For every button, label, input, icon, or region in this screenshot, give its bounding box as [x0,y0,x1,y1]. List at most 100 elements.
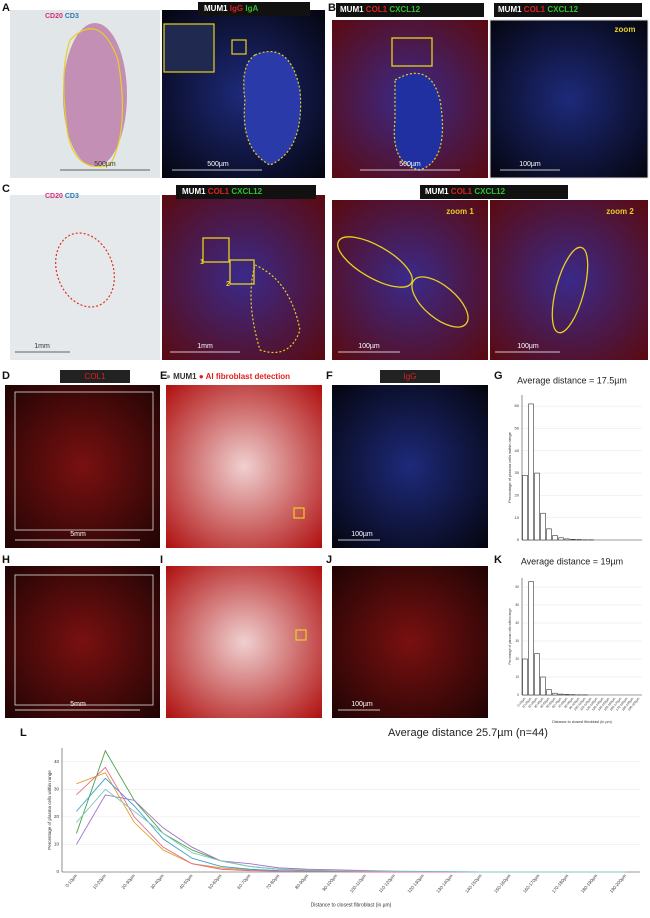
panel-label: L [20,727,27,739]
image [166,566,322,718]
inset-box [391,37,433,67]
outline [243,50,302,166]
legend-box [198,2,310,16]
x-tick-label: 10-20µm [521,696,532,709]
inset-box [231,39,247,55]
x-tick-label: 60-70µm [551,696,562,709]
panel-label: B [328,2,336,14]
bar [564,538,570,541]
image [332,200,488,360]
outline [411,276,469,328]
x-axis-label: Distance to closest fibroblast (in µm) [552,720,612,724]
legend: MUM1 IgG IgA [204,4,258,13]
legend: MUM1 COL1 CXCL12 [340,5,421,14]
image [332,566,488,718]
image [162,195,325,360]
y-tick-label: 10 [54,842,60,847]
series-line [76,777,626,873]
y-tick-label: 50 [515,426,520,431]
bar [552,535,558,541]
panel-label: E [160,370,167,382]
panel-label: G [494,370,503,382]
image [10,195,160,360]
y-tick-label: 40 [54,759,60,764]
scale-label: 5mm [70,531,86,538]
x-tick-label: 80-90µm [563,696,574,709]
y-tick-label: 40 [515,621,519,625]
series-line [76,772,626,873]
y-tick-label: 20 [515,492,520,497]
inset [163,23,215,73]
y-tick-label: 10 [515,515,520,520]
inset-box [202,237,230,263]
y-tick-label: 0 [517,537,520,542]
outline [393,72,444,171]
legend: MUM1 COL1 CXCL12 [498,5,579,14]
scale-label: 100µm [519,161,541,168]
bar [540,676,546,696]
x-tick-label: 30-40µm [533,696,544,709]
scale-label: 500µm [399,161,421,168]
legend: CD20 CD3 [45,193,79,200]
x-tick-label: 140-150µm [464,873,483,894]
x-tick-label: 0-10µm [516,696,526,707]
box-label: 1 [200,259,204,266]
x-tick-label: 190-200µm [609,873,628,894]
y-axis-label: Percentage of plasma cells within range [508,608,512,665]
series-line [76,766,626,873]
legend-box [60,370,130,383]
scale-label: 500µm [94,161,116,168]
x-tick-label: 90-100µm [321,873,338,892]
bar [558,693,564,696]
bar [522,658,528,696]
panel-label: H [2,554,10,566]
y-axis-label: Percentage of plasma cells within range [47,770,52,850]
x-tick-label: 180-190µm [580,873,599,894]
x-tick-label: 80-90µm [294,873,309,890]
inset-box [229,259,255,285]
y-tick-label: 50 [515,603,519,607]
scale-label: 1mm [34,343,50,350]
x-axis-label: Distance to closest fibroblast (in µm) [311,902,392,908]
x-tick-label: 0-10µm [64,873,78,888]
chart-title: Average distance 25.7µm (n=44) [388,727,548,739]
bar [570,539,576,541]
y-tick-label: 20 [54,814,60,819]
x-tick-label: 130-140µm [435,873,454,894]
y-tick-label: 30 [515,639,519,643]
legend: COL1 [85,372,106,381]
image [166,385,322,548]
zoom-tag: zoom 1 [446,207,474,216]
x-tick-label: 60-70µm [236,873,251,890]
bar [546,689,552,696]
y-tick-label: 40 [515,448,520,453]
chart-title: Average distance = 19µm [521,556,623,566]
x-tick-label: 170-180µm [551,873,570,894]
bar [534,472,540,541]
y-tick-label: 30 [54,787,60,792]
outline [55,232,115,308]
frame [14,574,154,706]
x-tick-label: 50-60µm [545,696,556,709]
x-tick-label: 70-80µm [265,873,280,890]
outline [551,246,589,334]
legend-box [176,185,316,199]
panel-label: D [2,370,10,382]
image [489,19,649,179]
zoom-tag: zoom 2 [606,207,634,216]
inset-box [293,507,305,519]
y-tick-label: 0 [56,869,59,874]
panel-label: A [2,2,10,14]
panel-label: J [326,554,332,566]
bar [522,475,528,541]
image [490,200,648,360]
x-tick-label: 120-130µm [406,873,425,894]
image [5,566,160,718]
y-tick-label: 60 [515,585,519,589]
x-tick-label: 70-80µm [557,696,568,709]
x-tick-label: 20-30µm [527,696,538,709]
frame [14,391,154,531]
bar [546,528,552,541]
scale-label: 100µm [351,701,373,708]
x-tick-label: 50-60µm [207,873,222,890]
